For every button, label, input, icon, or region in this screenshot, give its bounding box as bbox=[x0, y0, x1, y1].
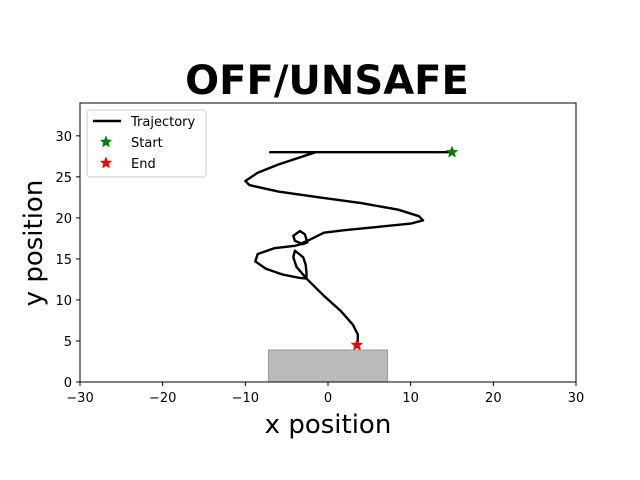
x-axis-label: x position bbox=[265, 410, 392, 440]
x-tick-label: 10 bbox=[402, 391, 419, 406]
y-tick-label: 25 bbox=[55, 171, 72, 186]
y-tick-label: 20 bbox=[55, 212, 72, 227]
x-tick-label: 0 bbox=[324, 391, 332, 406]
y-tick-label: 10 bbox=[55, 294, 72, 309]
legend-end-marker bbox=[99, 156, 113, 169]
legend-start-label: Start bbox=[131, 136, 163, 151]
y-tick-label: 0 bbox=[64, 376, 72, 391]
unsafe-region-0 bbox=[267, 349, 389, 383]
legend-start-marker bbox=[99, 135, 113, 148]
x-tick-label: −10 bbox=[232, 391, 259, 406]
region-layer bbox=[267, 349, 389, 383]
legend-end-label: End bbox=[131, 157, 156, 172]
y-tick-label: 30 bbox=[55, 130, 72, 145]
x-tick-label: −20 bbox=[149, 391, 176, 406]
y-tick-label: 5 bbox=[64, 335, 72, 350]
legend: Trajectory Start End bbox=[86, 109, 207, 178]
x-tick-label: −30 bbox=[66, 391, 93, 406]
y-axis-label: y position bbox=[19, 180, 49, 307]
start-marker bbox=[445, 145, 459, 158]
chart-title: OFF/UNSAFE bbox=[185, 58, 469, 104]
y-tick-label: 15 bbox=[55, 253, 72, 268]
series-layer bbox=[244, 145, 459, 351]
tick-layer: −30 −20 −10 0 10 20 30 0 5 10 15 20 25 30 bbox=[55, 130, 584, 406]
x-tick-label: 20 bbox=[485, 391, 502, 406]
legend-trajectory-label: Trajectory bbox=[130, 115, 195, 130]
legend-box bbox=[86, 109, 207, 178]
trajectory-line bbox=[244, 150, 454, 347]
x-tick-label: 30 bbox=[568, 391, 585, 406]
end-marker bbox=[350, 338, 364, 351]
